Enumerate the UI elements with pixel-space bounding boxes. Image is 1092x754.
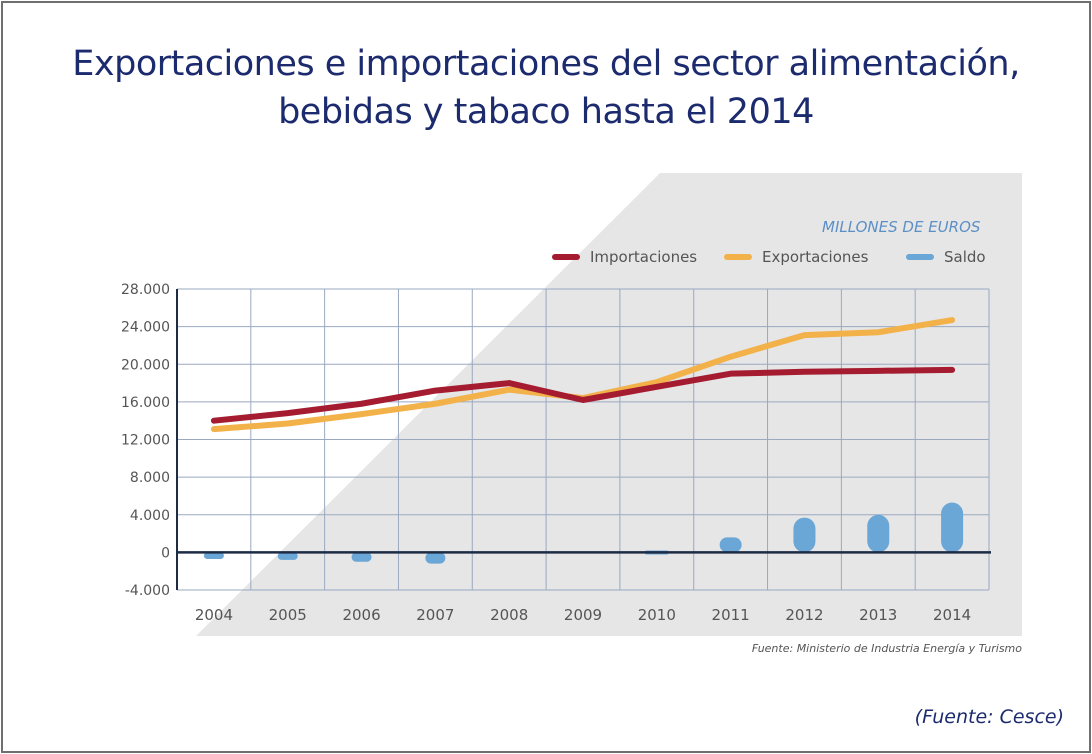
saldo-bar <box>425 552 446 564</box>
units-label: MILLONES DE EUROS <box>822 218 981 236</box>
legend-item-importaciones: Importaciones <box>552 248 697 266</box>
x-tick-label: 2007 <box>416 606 454 624</box>
x-tick-label: 2010 <box>638 606 676 624</box>
source-note: Fuente: Ministerio de Industria Energía … <box>751 642 1022 655</box>
x-tick-label: 2008 <box>490 606 528 624</box>
legend-swatch-saldo <box>906 254 934 260</box>
x-tick-label: 2004 <box>195 606 233 624</box>
y-tick-label: 8.000 <box>130 470 170 486</box>
y-tick-label: 24.000 <box>121 320 170 336</box>
saldo-bar <box>351 552 372 562</box>
footer-credit: (Fuente: Cesce) <box>914 706 1064 728</box>
y-tick-label: 16.000 <box>121 395 170 411</box>
saldo-bar <box>941 502 964 553</box>
x-tick-label: 2011 <box>712 606 750 624</box>
legend-label: Saldo <box>944 248 986 266</box>
y-tick-label: 0 <box>161 545 170 561</box>
y-tick-label: 12.000 <box>121 433 170 449</box>
x-tick-label: 2005 <box>269 606 307 624</box>
chart-title: Exportaciones e importaciones del sector… <box>0 40 1092 136</box>
legend-label: Importaciones <box>590 248 698 266</box>
y-tick-label: 20.000 <box>121 357 170 373</box>
x-tick-label: 2014 <box>933 606 971 624</box>
legend-item-exportaciones: Exportaciones <box>724 248 868 266</box>
title-line-2: bebidas y tabaco hasta el 2014 <box>278 92 814 132</box>
x-tick-label: 2012 <box>785 606 823 624</box>
y-tick-label: 4.000 <box>130 508 170 524</box>
title-line-1: Exportaciones e importaciones del sector… <box>72 44 1020 84</box>
legend-item-saldo: Saldo <box>906 248 986 266</box>
x-tick-label: 2013 <box>859 606 897 624</box>
saldo-bar <box>793 517 816 553</box>
x-tick-label: 2009 <box>564 606 602 624</box>
legend-swatch-exportaciones <box>724 254 752 260</box>
legend-swatch-importaciones <box>552 254 580 260</box>
x-tick-label: 2006 <box>342 606 380 624</box>
legend-label: Exportaciones <box>762 248 869 266</box>
saldo-bar <box>203 552 224 559</box>
saldo-bar <box>719 537 742 553</box>
background-diagonal-panel <box>196 173 1022 636</box>
y-tick-label: 28.000 <box>121 282 170 298</box>
saldo-bar <box>277 552 298 560</box>
y-tick-label: -4.000 <box>125 583 170 599</box>
saldo-bar <box>867 514 890 553</box>
series-line-importaciones <box>210 366 956 424</box>
